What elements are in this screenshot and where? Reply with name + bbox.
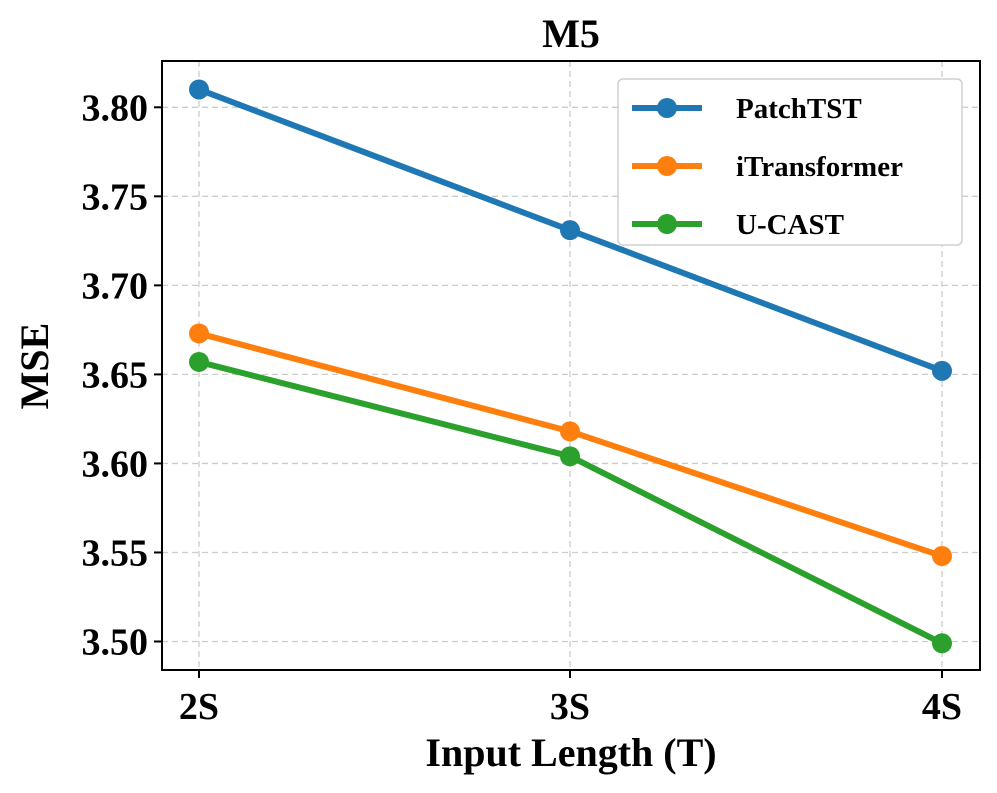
data-point [560, 421, 580, 442]
y-tick-label: 3.70 [82, 265, 149, 307]
legend-box [617, 78, 963, 246]
data-point [932, 546, 952, 567]
legend-marker [657, 98, 677, 118]
data-point [189, 323, 209, 344]
x-tick-label: 4S [922, 686, 962, 728]
series-patchtst [189, 79, 952, 381]
y-axis-label: MSE [12, 323, 57, 410]
series-itransformer [189, 323, 952, 567]
x-axis-label: Input Length (T) [425, 730, 716, 775]
legend-label: iTransformer [736, 151, 903, 183]
legend-label: PatchTST [736, 93, 862, 125]
chart-title: M5 [542, 11, 600, 56]
legend: PatchTST iTransformer U-CAST [617, 78, 963, 246]
legend-entry: U-CAST [632, 209, 844, 241]
data-point [189, 351, 209, 372]
series-layer [189, 79, 952, 654]
y-tick-label: 3.60 [82, 443, 149, 485]
legend-entry: PatchTST [632, 93, 862, 125]
series-u-cast [189, 351, 952, 654]
data-point [932, 633, 952, 654]
data-point [560, 446, 580, 467]
legend-marker [657, 156, 677, 176]
y-tick-label: 3.55 [82, 532, 149, 574]
x-tick-label: 2S [179, 686, 219, 728]
y-tick-label: 3.75 [82, 176, 149, 218]
axis-ticks: 3.50 3.55 3.60 3.65 3.70 3.75 3.80 2S 3S 4S [82, 87, 963, 728]
y-tick-label: 3.50 [82, 622, 149, 664]
legend-entry: iTransformer [632, 151, 903, 183]
data-point [189, 79, 209, 100]
data-point [560, 220, 580, 241]
y-tick-label: 3.65 [82, 354, 149, 396]
x-tick-label: 3S [550, 686, 590, 728]
legend-marker [657, 214, 677, 234]
data-point [932, 360, 952, 381]
y-tick-label: 3.80 [82, 87, 149, 129]
legend-label: U-CAST [736, 209, 844, 241]
